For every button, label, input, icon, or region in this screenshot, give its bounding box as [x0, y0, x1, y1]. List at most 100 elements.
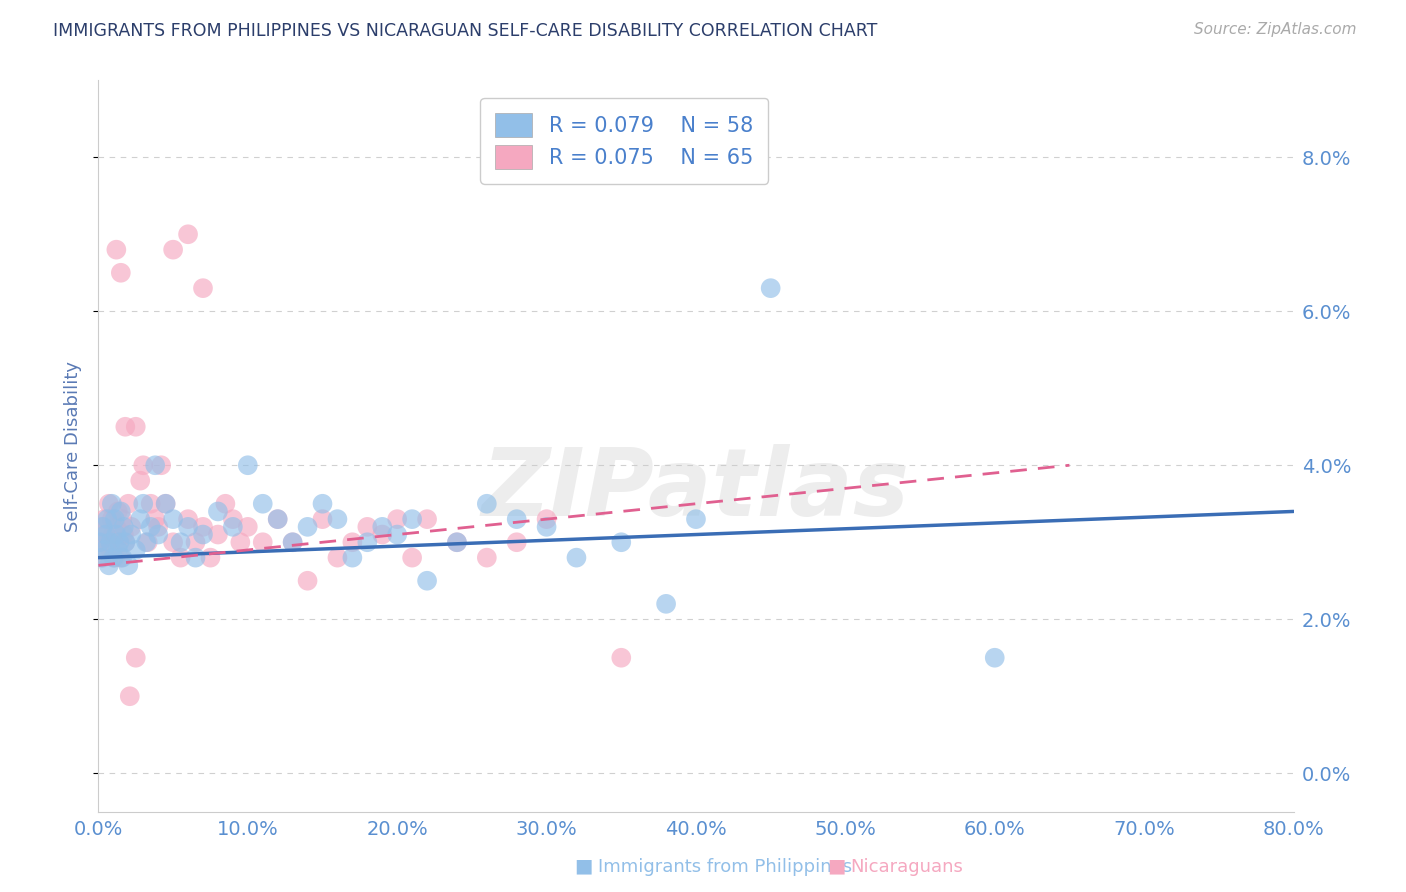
Point [97, 558, 120, 573]
Point [655, 597, 678, 611]
Point [371, 520, 394, 534]
Point [184, 550, 207, 565]
Point [385, 512, 409, 526]
Point [101, 497, 124, 511]
Point [93, 543, 115, 558]
Point [117, 497, 139, 511]
Point [139, 520, 162, 534]
Point [610, 535, 633, 549]
Point [326, 550, 349, 565]
Point [110, 550, 132, 565]
Point [114, 419, 136, 434]
Point [236, 520, 259, 534]
Point [129, 512, 152, 526]
Point [107, 504, 129, 518]
Point [108, 535, 131, 549]
Point [125, 543, 148, 558]
Point [177, 520, 200, 534]
Point [297, 574, 319, 588]
Point [401, 550, 423, 565]
Point [143, 512, 166, 526]
Point [118, 690, 141, 704]
Point [342, 550, 364, 565]
Point [90, 550, 112, 565]
Point [536, 512, 558, 526]
Point [759, 281, 782, 295]
Point [297, 520, 319, 534]
Point [214, 497, 236, 511]
Point [112, 520, 135, 534]
Point [267, 512, 290, 526]
Point [416, 512, 439, 526]
Point [111, 512, 134, 526]
Point [207, 527, 229, 541]
Point [610, 650, 633, 665]
Point [506, 535, 529, 549]
Point [105, 243, 128, 257]
Point [89, 535, 111, 549]
Point [136, 535, 159, 549]
Point [565, 550, 588, 565]
Point [311, 497, 333, 511]
Point [200, 550, 222, 565]
Point [93, 512, 115, 526]
Point [120, 520, 142, 534]
Text: Immigrants from Philippines: Immigrants from Philippines [598, 858, 852, 876]
Point [446, 535, 468, 549]
Point [112, 527, 135, 541]
Point [105, 520, 128, 534]
Point [416, 574, 439, 588]
Point [94, 527, 117, 541]
Point [475, 550, 498, 565]
Point [94, 527, 117, 541]
Point [125, 419, 148, 434]
Point [120, 527, 142, 541]
Point [984, 650, 1007, 665]
Point [103, 527, 125, 541]
Point [371, 527, 394, 541]
Point [96, 512, 118, 526]
Point [342, 535, 364, 549]
Point [101, 512, 124, 526]
Point [132, 497, 155, 511]
Point [281, 535, 304, 549]
Point [125, 650, 148, 665]
Point [155, 497, 177, 511]
Point [252, 497, 274, 511]
Text: ■: ■ [827, 857, 846, 876]
Point [267, 512, 290, 526]
Point [150, 458, 173, 473]
Point [506, 512, 529, 526]
Point [191, 527, 214, 541]
Point [148, 527, 170, 541]
Text: IMMIGRANTS FROM PHILIPPINES VS NICARAGUAN SELF-CARE DISABILITY CORRELATION CHART: IMMIGRANTS FROM PHILIPPINES VS NICARAGUA… [53, 22, 877, 40]
Point [222, 520, 245, 534]
Y-axis label: Self-Care Disability: Self-Care Disability [65, 360, 83, 532]
Point [281, 535, 304, 549]
Point [385, 527, 409, 541]
Text: Nicaraguans: Nicaraguans [851, 858, 963, 876]
Point [143, 458, 166, 473]
Point [91, 550, 114, 565]
Point [90, 520, 112, 534]
Point [129, 474, 152, 488]
Point [98, 535, 122, 549]
Point [222, 512, 245, 526]
Point [236, 458, 259, 473]
Point [191, 520, 214, 534]
Point [356, 520, 378, 534]
Point [104, 550, 127, 565]
Legend: R = 0.079    N = 58, R = 0.075    N = 65: R = 0.079 N = 58, R = 0.075 N = 65 [481, 98, 768, 184]
Point [326, 512, 349, 526]
Point [311, 512, 333, 526]
Point [252, 535, 274, 549]
Point [108, 535, 131, 549]
Point [89, 535, 111, 549]
Point [155, 497, 177, 511]
Point [401, 512, 423, 526]
Point [114, 535, 136, 549]
Point [114, 535, 136, 549]
Point [139, 497, 162, 511]
Text: ZIPatlas: ZIPatlas [482, 444, 910, 536]
Point [207, 504, 229, 518]
